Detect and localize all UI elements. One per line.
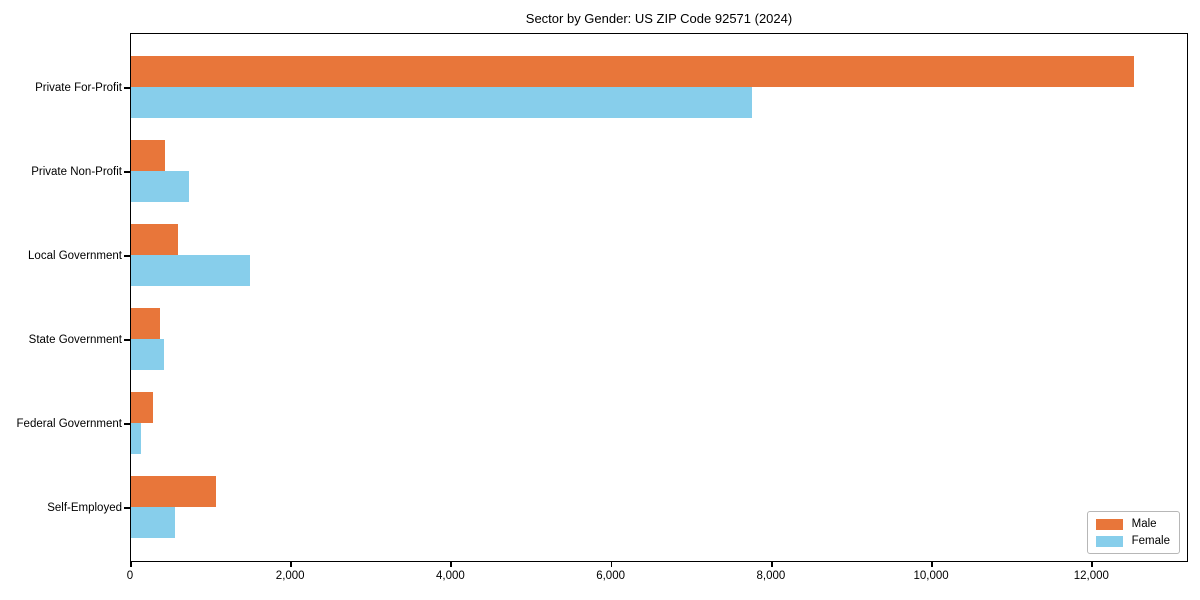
chart-title: Sector by Gender: US ZIP Code 92571 (202… (525, 11, 793, 26)
bar-female-private-for-profit (131, 87, 752, 119)
legend: Male Female (1086, 511, 1180, 554)
y-tick-label-private-non-profit: Private Non-Profit (31, 166, 122, 178)
legend-item-female: Female (1095, 535, 1170, 547)
y-tick-mark (124, 87, 130, 89)
x-tick-mark (770, 561, 773, 567)
x-tick-label-8-000: 8,000 (756, 570, 786, 582)
x-tick-label-4-000: 4,000 (436, 570, 465, 582)
y-tick-label-self-employed: Self-Employed (47, 502, 122, 514)
x-tick-label-10-000: 10,000 (913, 570, 949, 582)
x-tick-mark (450, 561, 453, 567)
y-tick-mark (124, 507, 130, 509)
bar-female-self-employed (131, 507, 176, 539)
x-tick-mark (290, 561, 292, 567)
x-tick-mark (610, 561, 613, 567)
y-tick-label-local-government: Local Government (28, 250, 122, 262)
bar-female-local-government (131, 255, 251, 287)
bar-male-state-government (131, 308, 160, 340)
x-tick-label-12-000: 12,000 (1073, 570, 1109, 582)
female-color-swatch (1095, 535, 1123, 547)
plot-area: Male Female (130, 33, 1188, 562)
x-tick-label-6-000: 6,000 (596, 570, 625, 582)
legend-item-male: Male (1095, 518, 1170, 530)
x-tick-label-0: 0 (126, 570, 134, 582)
bar-female-federal-government (131, 423, 141, 455)
y-tick-mark (124, 171, 130, 173)
bar-male-self-employed (131, 476, 216, 508)
y-tick-label-state-government: State Government (28, 334, 122, 346)
x-tick-mark (931, 561, 933, 567)
legend-label-male: Male (1131, 518, 1157, 530)
x-tick-mark (130, 561, 132, 567)
bar-female-private-non-profit (131, 171, 189, 203)
y-tick-mark (124, 423, 130, 425)
bar-male-federal-government (131, 392, 153, 424)
y-tick-label-private-for-profit: Private For-Profit (35, 82, 122, 94)
y-tick-mark (124, 255, 130, 257)
x-tick-label-2-000: 2,000 (275, 570, 305, 582)
legend-label-female: Female (1131, 535, 1170, 547)
y-tick-label-federal-government: Federal Government (16, 418, 122, 430)
y-tick-mark (124, 339, 130, 341)
bar-male-private-for-profit (131, 56, 1134, 88)
bar-male-local-government (131, 224, 179, 256)
bar-male-private-non-profit (131, 140, 166, 172)
x-tick-mark (1091, 561, 1094, 567)
male-color-swatch (1095, 518, 1123, 530)
bar-female-state-government (131, 339, 164, 371)
